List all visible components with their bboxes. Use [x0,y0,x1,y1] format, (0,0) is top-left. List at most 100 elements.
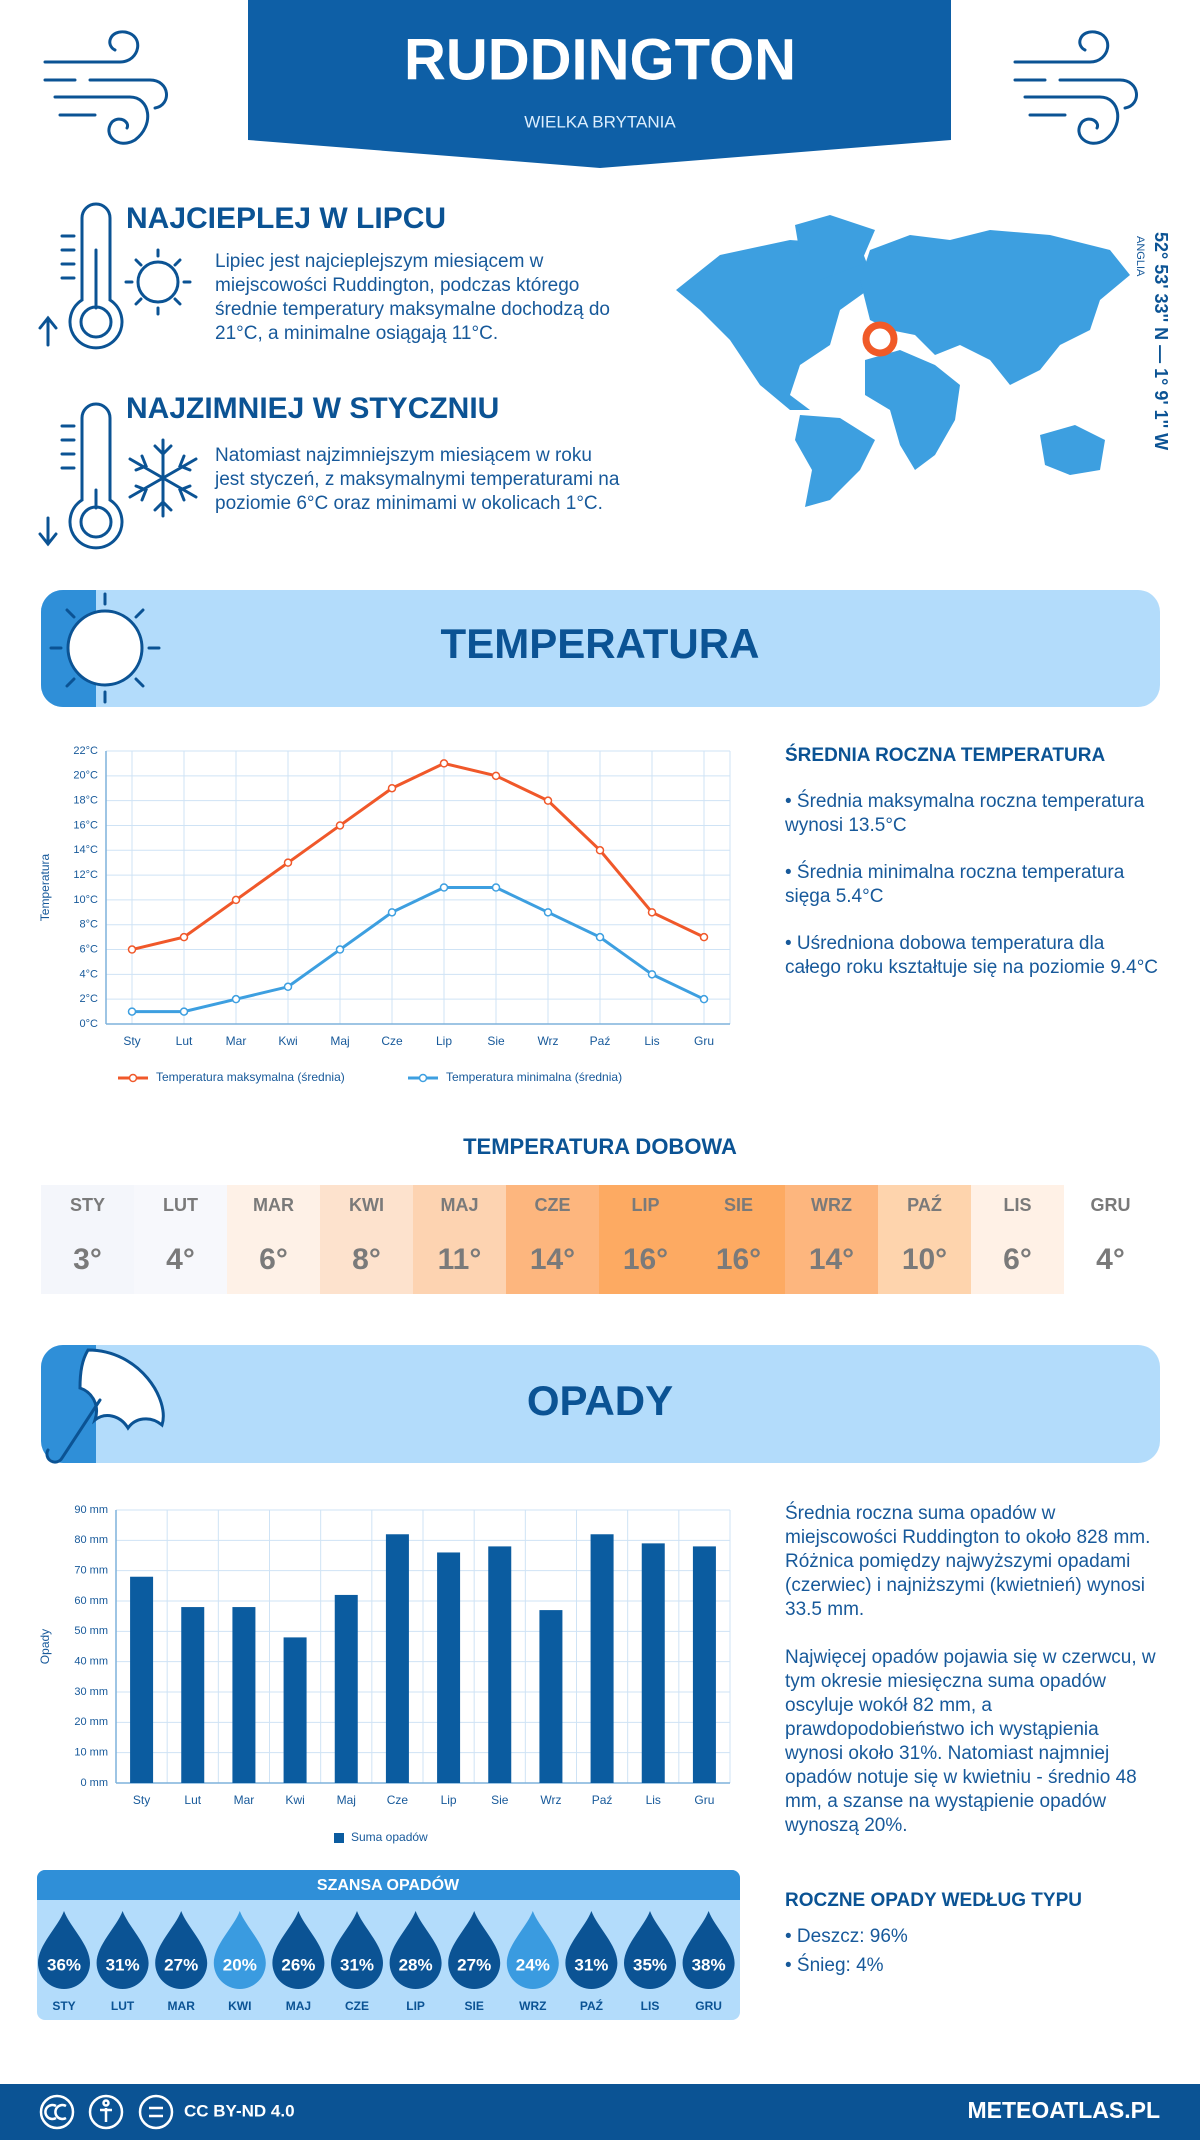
month: LIS [1003,1195,1032,1215]
chance-month: STY [52,1999,75,2013]
daily-column: MAR 6° [227,1185,320,1294]
y-tick-label: 16°C [73,819,98,831]
data-point [231,895,241,905]
daily-value: 14° [529,1243,576,1276]
rain-drop [272,1911,325,1989]
chance-value: 20% [223,1955,257,1974]
x-tick-label: Paź [592,1793,613,1807]
x-tick-label: Maj [330,1034,349,1048]
daily-column: WRZ 14° [785,1185,878,1294]
daily-column: LUT 4° [134,1185,227,1294]
y-tick-label: 10°C [73,894,98,906]
daily-column: LIP 16° [599,1185,692,1294]
data-point [179,932,189,942]
sun-icon [49,592,161,704]
chance-value: 31% [574,1955,608,1974]
region: ANGLIA [1134,236,1146,277]
data-point [179,1007,189,1016]
x-tick-label: Maj [337,1793,356,1807]
x-tick-label: Mar [234,1793,255,1807]
data-point [127,1007,137,1016]
chance-value: 35% [633,1955,667,1974]
x-tick-label: Sie [491,1793,509,1807]
daily-value: 16° [715,1243,762,1276]
daily-value: 11° [437,1243,482,1276]
chance-value: 31% [106,1955,140,1974]
month: GRU [1090,1195,1131,1215]
y-tick-label: 20 mm [74,1716,108,1728]
chance-value: 36% [47,1955,81,1974]
bar [488,1546,512,1783]
x-tick-label: Sie [487,1034,505,1048]
chance-value: 28% [399,1955,433,1974]
data-point [699,932,709,942]
rain-drop [506,1911,559,1989]
daily-value: 14° [808,1243,855,1276]
month: PAŹ [907,1195,942,1215]
daily-column: PAŹ 10° [878,1185,971,1294]
precipitation-paragraph: Najwięcej opadów pojawia się w czerwcu, … [785,1647,1156,1836]
daily-value: 10° [901,1243,948,1276]
daily-column: CZE 14° [506,1185,599,1294]
umbrella-icon [45,1348,165,1464]
rain-drop [624,1911,676,1989]
data-point [543,908,553,917]
rain-drop [448,1911,501,1989]
daily-title: TEMPERATURA DOBOWA [463,1134,737,1159]
footer-bar [0,2084,1200,2140]
by-type-item: • Deszcz: 96% [785,1926,908,1947]
bar [181,1607,205,1783]
license-icons [39,2094,174,2130]
data-point [543,796,553,805]
data-point [647,970,657,979]
page-title: RUDDINGTON [404,27,796,92]
legend-swatch [334,1833,344,1843]
y-tick-label: 4°C [80,968,99,980]
daily-column: SIE 16° [692,1185,785,1294]
rain-drop [38,1911,90,1989]
data-point [699,994,709,1004]
summary-list: • Średnia maksymalna roczna temperatura … [785,790,1160,980]
y-tick-label: 80 mm [74,1534,108,1546]
y-tick-label: 14°C [73,844,98,856]
thermometer-icon [38,202,124,350]
warmest-title: NAJCIEPLEJ W LIPCU [126,202,447,235]
y-tick-label: 18°C [73,795,98,807]
legend-swatch-marker [418,1073,428,1083]
daily-value: 16° [622,1243,669,1276]
summary-item: • Średnia minimalna roczna temperatura s… [785,862,1125,907]
data-point [491,883,501,892]
chance-month: LUT [111,1999,135,2013]
series-line [132,886,705,1014]
x-tick-label: Wrz [537,1034,558,1048]
x-tick-label: Gru [694,1034,714,1048]
by-type-list: • Deszcz: 96% • Śnieg: 4% [785,1922,1160,1980]
daily-column: MAJ 11° [413,1185,506,1294]
y-tick-label: 0 mm [81,1777,109,1789]
rain-drop [389,1911,442,1989]
data-point [387,783,397,793]
section-title: TEMPERATURA [441,620,760,667]
rain-drop [155,1911,208,1989]
x-tick-label: Lis [644,1034,659,1048]
y-tick-label: 30 mm [74,1686,108,1698]
y-tick-label: 8°C [80,919,99,931]
summary-title: ŚREDNIA ROCZNA TEMPERATURA [785,745,1106,766]
wind-icon [43,30,168,145]
bar [437,1552,461,1783]
x-tick-label: Sty [123,1034,140,1048]
rain-drop [331,1911,383,1989]
x-tick-label: Mar [226,1034,247,1048]
legend-swatch-marker [128,1073,138,1083]
daily-value: 4° [1096,1243,1125,1276]
month: MAJ [440,1195,479,1215]
rain-drop [96,1911,149,1989]
chance-month: LIS [641,1999,660,2013]
x-tick-label: Paź [590,1034,611,1048]
month: CZE [534,1195,571,1215]
daily-column: KWI 8° [320,1185,413,1294]
y-tick-label: 40 mm [74,1656,108,1668]
chance-month: MAJ [286,1999,311,2013]
chance-month: KWI [228,1999,251,2013]
